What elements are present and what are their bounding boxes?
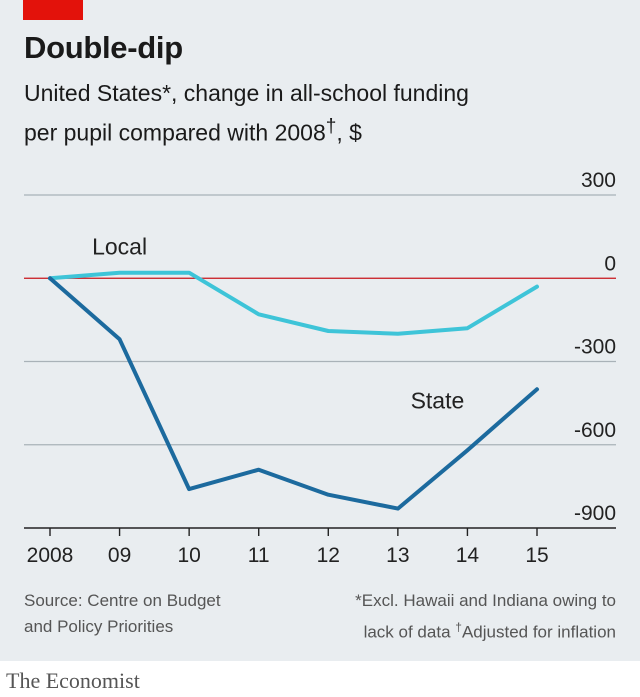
footnote-line-1: *Excl. Hawaii and Indiana owing to bbox=[355, 591, 616, 610]
y-tick-label: 0 bbox=[604, 252, 616, 275]
subtitle-line-1: United States*, change in all-school fun… bbox=[24, 80, 469, 106]
line-chart: 300 0 -300 -600 -900 2008 09 10 11 12 13 14 15 Local S… bbox=[24, 169, 616, 567]
footnote-line-2: lack of data †Adjusted for inflation bbox=[286, 614, 616, 646]
series-layer bbox=[48, 270, 539, 511]
series-line-local bbox=[48, 270, 539, 336]
x-tick-label: 2008 bbox=[27, 544, 74, 567]
source-note: Source: Centre on Budget and Policy Prio… bbox=[24, 588, 284, 640]
label-layer: 300 0 -300 -600 -900 2008 09 10 11 12 13 14 15 Local S… bbox=[27, 169, 616, 567]
y-tick-label: -300 bbox=[574, 336, 616, 359]
x-tick-label: 13 bbox=[386, 544, 409, 567]
source-line-1: Source: Centre on Budget bbox=[24, 591, 221, 610]
chart-title: Double-dip bbox=[24, 30, 183, 65]
subtitle-unit: , $ bbox=[336, 119, 362, 146]
series-label-state: State bbox=[411, 388, 465, 414]
x-tick-label: 15 bbox=[525, 544, 548, 567]
grid-layer bbox=[24, 194, 616, 536]
chart-subtitle: United States*, change in all-school fun… bbox=[24, 76, 624, 150]
series-line-state bbox=[48, 276, 539, 511]
y-tick-label: 300 bbox=[581, 169, 616, 192]
y-tick-label: -900 bbox=[574, 502, 616, 525]
x-tick-label: 11 bbox=[248, 544, 270, 567]
brand-red-tag bbox=[23, 0, 83, 20]
y-tick-label: -600 bbox=[574, 419, 616, 442]
subtitle-dagger: † bbox=[325, 116, 337, 137]
source-line-2: and Policy Priorities bbox=[24, 617, 174, 636]
footnote-line-2a: lack of data bbox=[363, 622, 451, 642]
footnote-line-2b: Adjusted for inflation bbox=[461, 622, 616, 642]
brand-bar bbox=[0, 661, 640, 697]
series-label-local: Local bbox=[92, 234, 147, 260]
x-tick-label: 09 bbox=[108, 544, 131, 567]
brand-logo-text: The Economist bbox=[6, 668, 140, 693]
x-tick-label: 12 bbox=[317, 544, 340, 567]
subtitle-line-2: per pupil compared with 2008†, $ bbox=[24, 110, 624, 150]
x-tick-label: 14 bbox=[456, 544, 480, 567]
x-tick-label: 10 bbox=[177, 544, 200, 567]
footnote: *Excl. Hawaii and Indiana owing to lack … bbox=[286, 588, 616, 646]
subtitle-line-2-text: per pupil compared with 2008 bbox=[24, 119, 326, 146]
footnote-dagger: † bbox=[455, 620, 462, 634]
